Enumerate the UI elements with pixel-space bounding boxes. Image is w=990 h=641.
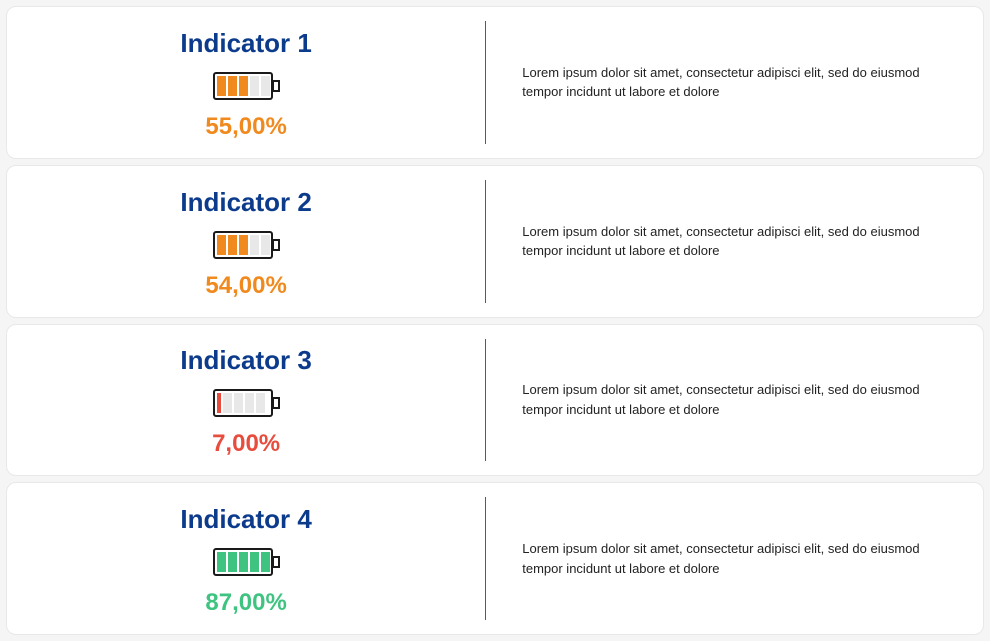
- indicator-title: Indicator 3: [180, 345, 311, 376]
- indicator-left-panel: Indicator 1 55,00%: [7, 7, 485, 158]
- indicator-list: Indicator 1 55,00% Lorem ipsum dolor sit…: [6, 6, 984, 635]
- indicator-description: Lorem ipsum dolor sit amet, consectetur …: [522, 380, 922, 419]
- indicator-title: Indicator 1: [180, 28, 311, 59]
- indicator-card: Indicator 1 55,00% Lorem ipsum dolor sit…: [6, 6, 984, 159]
- indicator-right-panel: Lorem ipsum dolor sit amet, consectetur …: [486, 325, 983, 476]
- indicator-left-panel: Indicator 4 87,00%: [7, 483, 485, 634]
- battery-icon: [210, 386, 282, 420]
- indicator-card: Indicator 3 7,00% Lorem ipsum dolor sit …: [6, 324, 984, 477]
- indicator-title: Indicator 4: [180, 504, 311, 535]
- battery-icon: [210, 69, 282, 103]
- indicator-left-panel: Indicator 2 54,00%: [7, 166, 485, 317]
- indicator-percent: 7,00%: [212, 430, 280, 458]
- battery-icon: [210, 228, 282, 262]
- battery-icon: [210, 545, 282, 579]
- indicator-right-panel: Lorem ipsum dolor sit amet, consectetur …: [486, 166, 983, 317]
- indicator-right-panel: Lorem ipsum dolor sit amet, consectetur …: [486, 7, 983, 158]
- indicator-card: Indicator 2 54,00% Lorem ipsum dolor sit…: [6, 165, 984, 318]
- indicator-percent: 55,00%: [205, 113, 286, 141]
- indicator-right-panel: Lorem ipsum dolor sit amet, consectetur …: [486, 483, 983, 634]
- indicator-percent: 87,00%: [205, 589, 286, 617]
- indicator-percent: 54,00%: [205, 272, 286, 300]
- indicator-description: Lorem ipsum dolor sit amet, consectetur …: [522, 222, 922, 261]
- indicator-card: Indicator 4 87,00% Lorem ipsum dolor sit…: [6, 482, 984, 635]
- indicator-description: Lorem ipsum dolor sit amet, consectetur …: [522, 63, 922, 102]
- indicator-description: Lorem ipsum dolor sit amet, consectetur …: [522, 539, 922, 578]
- indicator-left-panel: Indicator 3 7,00%: [7, 325, 485, 476]
- indicator-title: Indicator 2: [180, 187, 311, 218]
